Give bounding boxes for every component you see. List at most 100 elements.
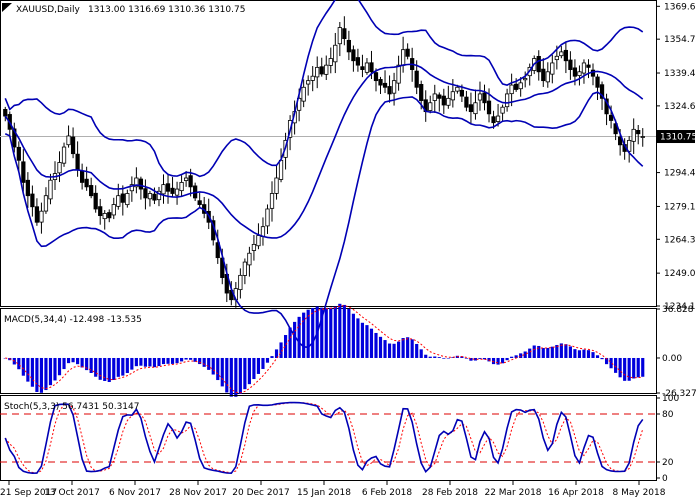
macd-bar [505,357,509,361]
macd-bar [478,357,482,359]
candle-body [80,170,85,183]
candle-body [450,91,455,101]
macd-bar [324,307,328,358]
candle-body [120,193,125,203]
stoch-tick-label: 20 [662,458,674,468]
macd-bar [288,327,292,358]
macd-bar [577,350,582,358]
x-tick-label: 20 Dec 2017 [232,488,290,498]
macd-bar [57,357,62,376]
x-tick-label: 28 Feb 2018 [422,488,478,498]
macd-bar [446,357,450,359]
macd-bar [220,357,224,387]
macd-bar [175,357,179,364]
candle-body [577,71,582,77]
instrument-symbol: XAUUSD,Daily [16,5,80,15]
macd-bar [374,332,378,358]
stoch-tick-label: 80 [662,410,674,420]
macd-bar [473,357,478,361]
macd-bar [279,342,283,358]
candle-body [39,210,44,223]
macd-bar [397,341,401,358]
candle-body [559,51,564,57]
candle-body [613,123,618,135]
macd-bar [641,357,645,377]
stoch-main-line [4,401,644,474]
macd-bar [30,357,34,387]
candle-body [129,184,134,192]
macd-bar [568,346,572,358]
price-tick-label: 1369.60 [664,2,696,12]
candle-body [61,146,67,164]
candle-body [278,159,284,180]
macd-bar [161,357,166,365]
candle-body [174,188,180,196]
stoch-panel: Stoch(5,3,3) 56.7431 50.3147 100 80 20 0 [0,394,679,484]
candle-body [260,226,266,237]
candle-body [568,59,573,70]
candle-body [16,146,21,161]
candle-body [170,187,175,194]
candle-body [337,27,342,45]
macd-bar [293,321,297,358]
macd-bar [501,357,505,364]
macd-bar [157,357,161,367]
macd-bar [564,344,568,358]
macd-bar [116,357,120,377]
macd-bar [586,350,591,358]
candle-body [247,252,252,266]
macd-bar [80,357,84,368]
x-tick-label: 6 Nov 2017 [109,488,161,498]
macd-bar [338,303,342,358]
candle-body [351,49,356,62]
candle-body [30,193,35,208]
macd-bar [71,357,75,363]
candle-body [328,58,333,66]
candle-body [382,82,388,88]
candle-body [89,185,94,197]
macd-bar [360,322,365,358]
macd-bar [66,357,71,364]
price-tick-label: 1279.15 [664,202,696,212]
macd-bar [378,336,383,358]
candle-body [500,106,505,114]
candle-body [491,116,496,124]
macd-bar [134,357,138,367]
macd-bar [112,357,116,380]
macd-bar [464,357,468,359]
candle-body [441,95,446,106]
macd-bar [184,357,188,360]
candle-body [125,193,130,206]
macd-bar [627,357,631,381]
candle-body [161,184,166,195]
candle-body [477,93,483,101]
candle-body [134,177,139,188]
candle-body [102,213,107,220]
macd-bar [302,312,306,358]
macd-signal-line [5,305,643,394]
x-tick-label: 6 Feb 2018 [362,488,413,498]
macd-bar [229,357,233,397]
candle-body [98,206,103,217]
macd-bar [202,357,206,367]
macd-bar [342,304,346,358]
candle-body [387,86,392,95]
macd-bar [550,346,554,358]
candle-body [310,75,315,81]
price-panel: XAUUSD,Daily 1313.00 1316.69 1310.36 131… [0,0,696,349]
macd-bar [383,340,387,358]
candle-body [242,261,247,276]
candle-body [473,102,478,115]
candle-body [486,100,492,115]
candle-body [599,84,605,99]
macd-tick-label: 0.00 [662,354,682,364]
candle-body [391,80,397,94]
macd-bar [369,328,374,358]
macd-bar [356,318,360,358]
macd-bar [523,351,527,358]
macd-bar [265,357,270,363]
x-tick-label: 15 Jan 2018 [297,488,351,498]
macd-bar [387,343,392,358]
candle-body [608,114,614,121]
